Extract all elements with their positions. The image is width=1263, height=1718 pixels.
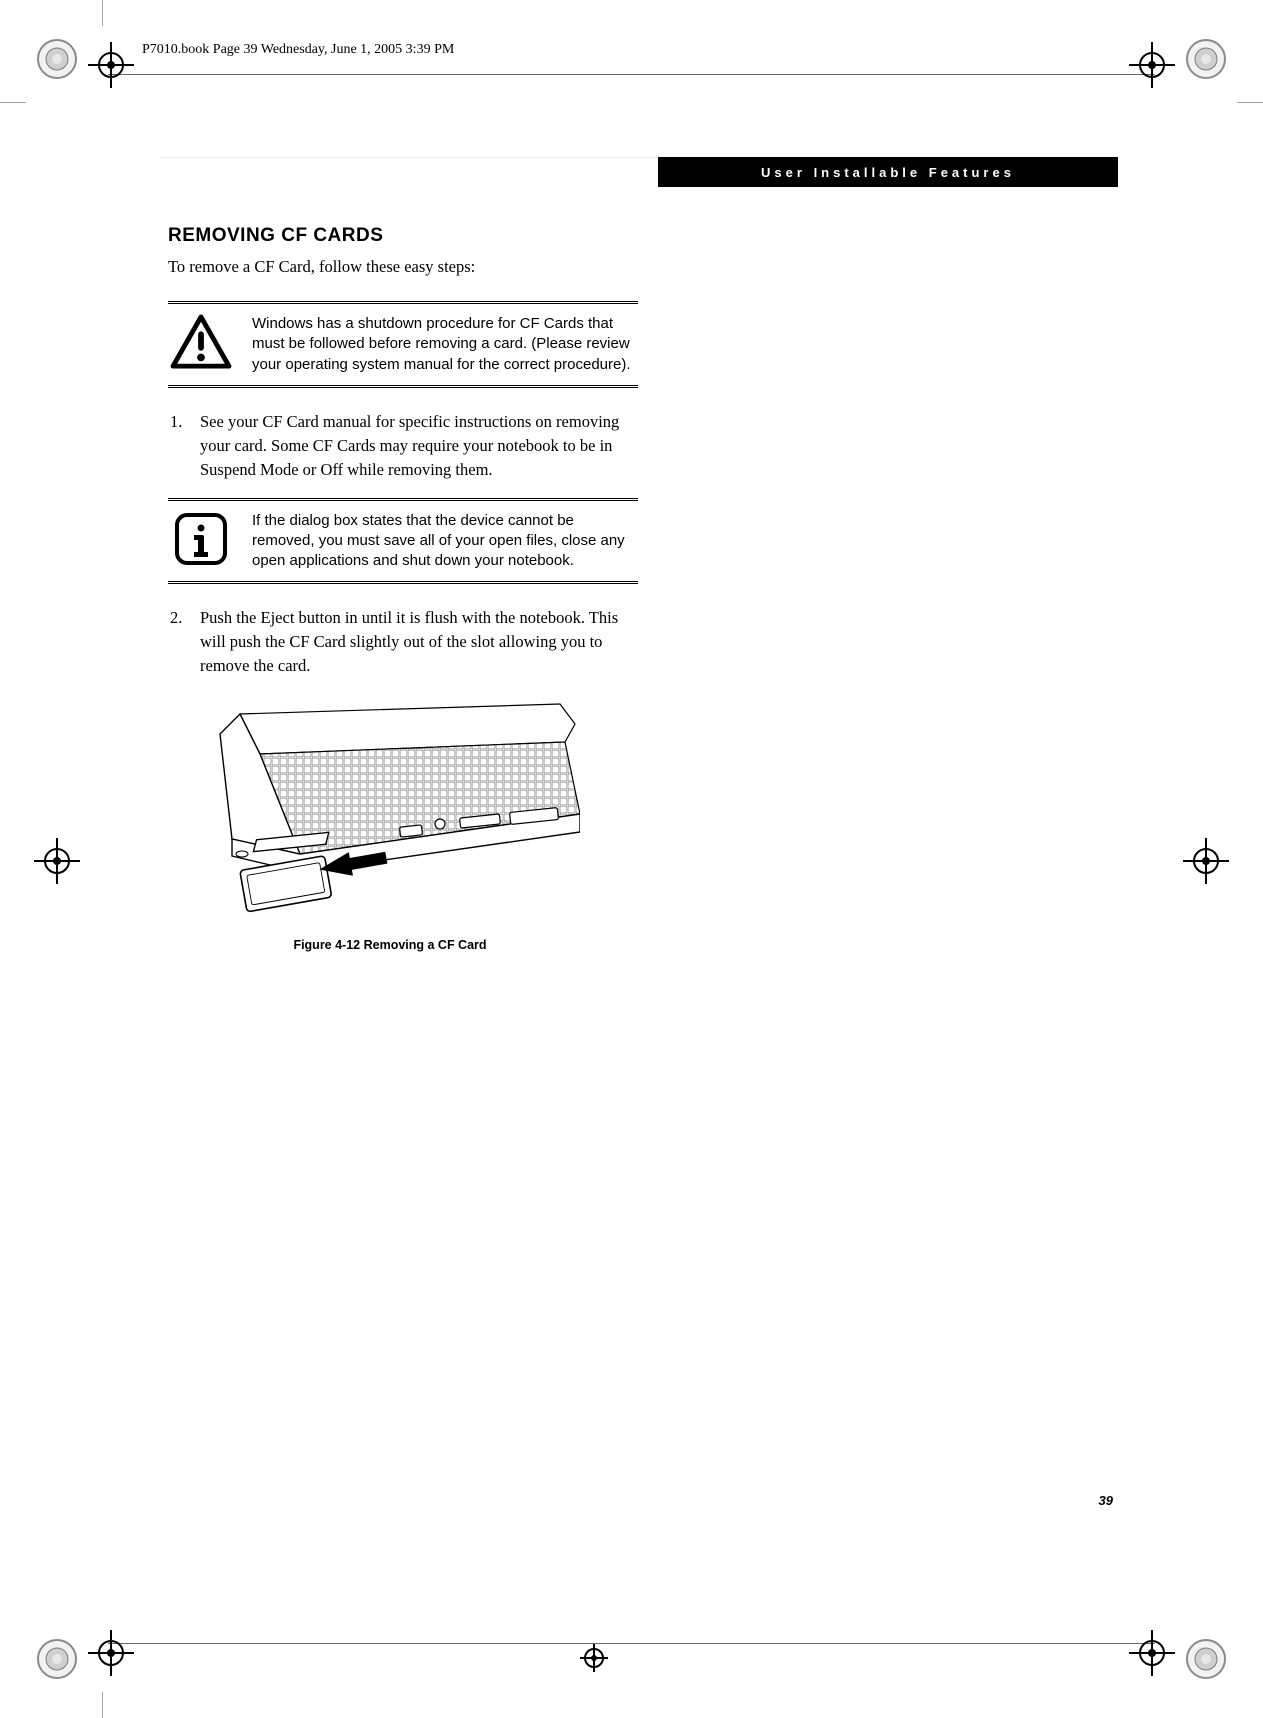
- print-mark-crosshair: [34, 838, 80, 884]
- crop-mark: [1237, 102, 1263, 103]
- print-mark-crosshair: [1129, 1630, 1175, 1676]
- print-mark-crosshair: [88, 1630, 134, 1676]
- print-mark-crosshair: [88, 42, 134, 88]
- figure-caption: Figure 4-12 Removing a CF Card: [200, 938, 580, 952]
- content-column: REMOVING CF CARDS To remove a CF Card, f…: [168, 225, 638, 952]
- warning-icon: [168, 314, 234, 370]
- heading-removing-cf-cards: REMOVING CF CARDS: [168, 225, 638, 247]
- crop-mark: [102, 0, 103, 26]
- print-mark-spiral: [36, 1638, 78, 1680]
- callout-warning: Windows has a shutdown procedure for CF …: [168, 304, 638, 385]
- steps-list-cont: Push the Eject button in until it is flu…: [168, 606, 638, 678]
- print-mark-crosshair: [580, 1644, 608, 1672]
- callout-info: If the dialog box states that the device…: [168, 501, 638, 582]
- print-mark-spiral: [1185, 38, 1227, 80]
- print-mark-crosshair: [1129, 42, 1175, 88]
- document-path: P7010.book Page 39 Wednesday, June 1, 20…: [142, 42, 454, 58]
- rule: [168, 385, 638, 388]
- print-mark-spiral: [36, 38, 78, 80]
- crop-line: [108, 1643, 1155, 1644]
- rule: [168, 581, 638, 584]
- crop-line: [108, 74, 1155, 75]
- intro-text: To remove a CF Card, follow these easy s…: [168, 257, 638, 277]
- callout-info-text: If the dialog box states that the device…: [252, 511, 634, 572]
- print-mark-spiral: [1185, 1638, 1227, 1680]
- callout-warning-text: Windows has a shutdown procedure for CF …: [252, 314, 634, 375]
- manual-page: P7010.book Page 39 Wednesday, June 1, 20…: [0, 0, 1263, 1718]
- step-1: See your CF Card manual for specific ins…: [168, 410, 638, 482]
- crop-mark: [102, 1692, 103, 1718]
- figure-4-12: Figure 4-12 Removing a CF Card: [200, 694, 580, 952]
- crop-mark: [0, 102, 26, 103]
- page-number: 39: [1099, 1493, 1113, 1508]
- step-2: Push the Eject button in until it is flu…: [168, 606, 638, 678]
- steps-list: See your CF Card manual for specific ins…: [168, 410, 638, 482]
- laptop-cf-illustration: [200, 694, 580, 916]
- info-icon: [168, 511, 234, 567]
- print-mark-crosshair: [1183, 838, 1229, 884]
